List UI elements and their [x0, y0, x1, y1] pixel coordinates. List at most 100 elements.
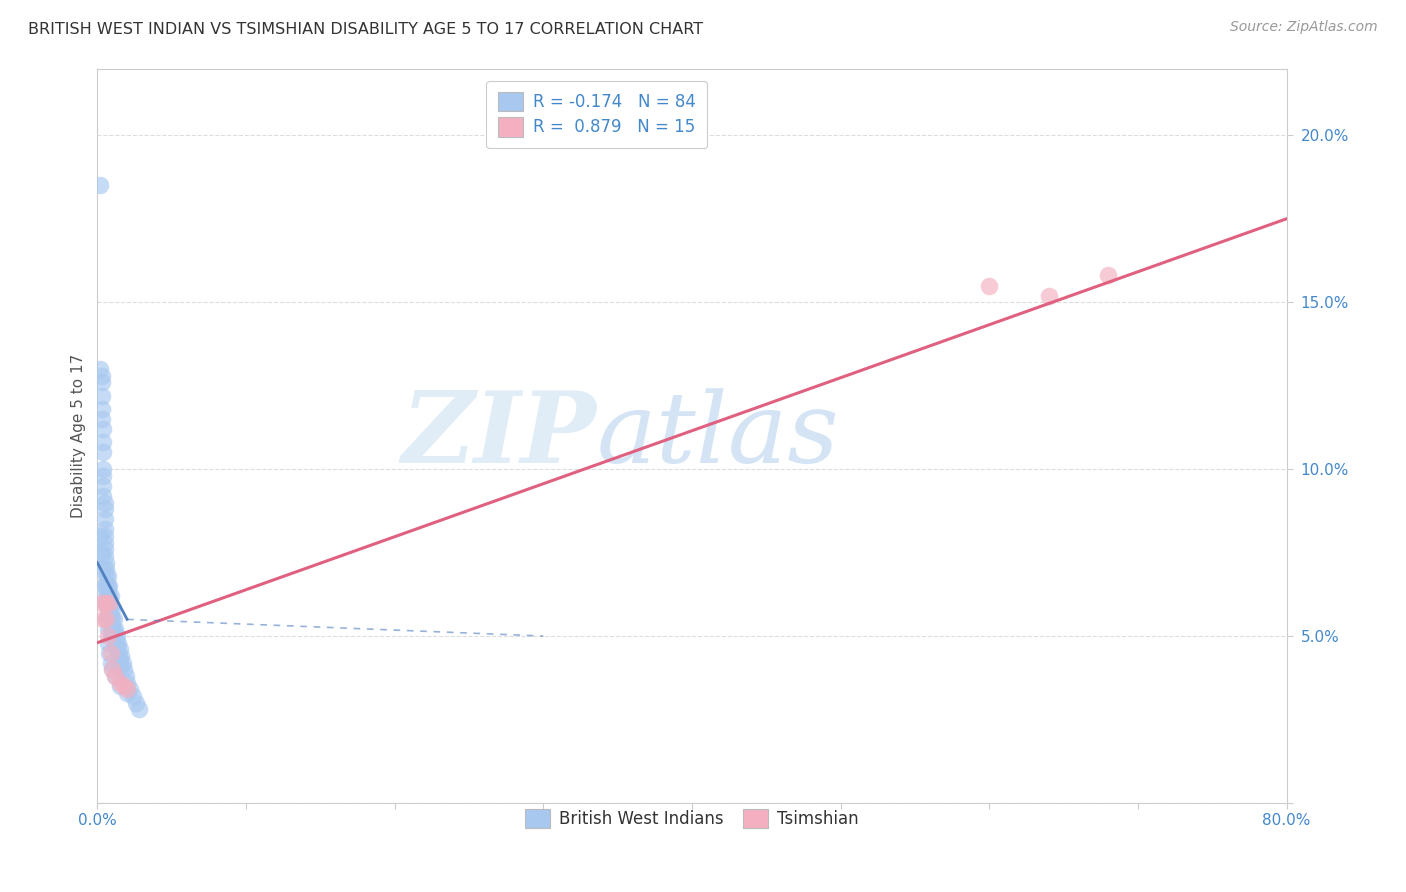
- Point: [125, 696, 148, 710]
- Point: [107, 636, 129, 650]
- Point: [101, 602, 124, 616]
- Point: [108, 679, 131, 693]
- Point: [96, 569, 118, 583]
- Point: [96, 596, 118, 610]
- Point: [115, 675, 138, 690]
- Point: [90, 412, 112, 426]
- Point: [101, 629, 124, 643]
- Point: [89, 529, 111, 543]
- Point: [90, 389, 112, 403]
- Point: [98, 646, 121, 660]
- Point: [112, 662, 135, 676]
- Point: [97, 609, 120, 624]
- Point: [101, 662, 124, 676]
- Point: [98, 579, 121, 593]
- Point: [108, 652, 131, 666]
- Point: [90, 376, 112, 390]
- Point: [1097, 268, 1119, 283]
- Point: [94, 512, 117, 526]
- Point: [98, 596, 121, 610]
- Point: [98, 612, 121, 626]
- Point: [103, 612, 125, 626]
- Point: [97, 579, 120, 593]
- Point: [96, 575, 118, 590]
- Point: [108, 642, 131, 657]
- Point: [91, 422, 114, 436]
- Text: Source: ZipAtlas.com: Source: ZipAtlas.com: [1230, 20, 1378, 34]
- Point: [90, 596, 112, 610]
- Point: [94, 522, 117, 536]
- Point: [110, 659, 132, 673]
- Point: [122, 689, 145, 703]
- Point: [103, 623, 125, 637]
- Text: ZIP: ZIP: [402, 387, 596, 484]
- Point: [115, 682, 138, 697]
- Point: [103, 632, 125, 647]
- Point: [100, 609, 122, 624]
- Point: [90, 545, 112, 559]
- Text: atlas: atlas: [596, 388, 839, 483]
- Point: [96, 562, 118, 576]
- Point: [94, 579, 117, 593]
- Point: [97, 596, 120, 610]
- Point: [100, 599, 122, 613]
- Legend: British West Indians, Tsimshian: British West Indians, Tsimshian: [519, 803, 865, 835]
- Point: [97, 602, 120, 616]
- Point: [101, 612, 124, 626]
- Text: BRITISH WEST INDIAN VS TSIMSHIAN DISABILITY AGE 5 TO 17 CORRELATION CHART: BRITISH WEST INDIAN VS TSIMSHIAN DISABIL…: [28, 22, 703, 37]
- Point: [97, 623, 120, 637]
- Point: [97, 585, 120, 599]
- Point: [96, 596, 118, 610]
- Point: [91, 445, 114, 459]
- Point: [104, 632, 127, 647]
- Point: [101, 623, 124, 637]
- Point: [91, 489, 114, 503]
- Point: [89, 362, 111, 376]
- Point: [104, 639, 127, 653]
- Point: [89, 178, 111, 193]
- Point: [98, 596, 121, 610]
- Point: [100, 656, 122, 670]
- Point: [97, 636, 120, 650]
- Point: [90, 402, 112, 417]
- Point: [105, 629, 128, 643]
- Point: [100, 589, 122, 603]
- Point: [979, 278, 1001, 293]
- Point: [96, 612, 118, 626]
- Point: [115, 686, 138, 700]
- Point: [104, 669, 127, 683]
- Point: [128, 702, 150, 716]
- Point: [96, 589, 118, 603]
- Point: [101, 662, 124, 676]
- Point: [97, 629, 120, 643]
- Point: [94, 596, 117, 610]
- Point: [110, 649, 132, 664]
- Point: [118, 682, 141, 697]
- Point: [96, 582, 118, 597]
- Point: [94, 495, 117, 509]
- Point: [94, 535, 117, 549]
- Point: [91, 435, 114, 450]
- Point: [104, 669, 127, 683]
- Y-axis label: Disability Age 5 to 17: Disability Age 5 to 17: [72, 353, 86, 518]
- Point: [91, 612, 114, 626]
- Point: [100, 646, 122, 660]
- Point: [112, 679, 135, 693]
- Point: [94, 529, 117, 543]
- Point: [108, 675, 131, 690]
- Point: [90, 368, 112, 383]
- Point: [114, 669, 136, 683]
- Point: [98, 602, 121, 616]
- Point: [96, 556, 118, 570]
- Point: [1038, 288, 1060, 302]
- Point: [91, 468, 114, 483]
- Point: [98, 589, 121, 603]
- Point: [91, 479, 114, 493]
- Point: [91, 462, 114, 476]
- Point: [94, 502, 117, 516]
- Point: [104, 623, 127, 637]
- Point: [107, 646, 129, 660]
- Point: [94, 542, 117, 557]
- Point: [91, 562, 114, 576]
- Point: [105, 639, 128, 653]
